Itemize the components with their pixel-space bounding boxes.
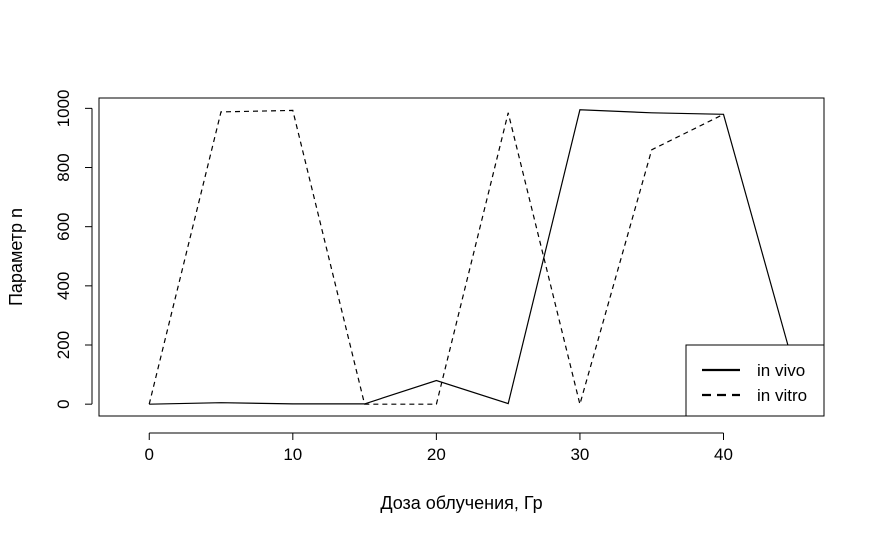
y-tick-label: 400 bbox=[54, 272, 73, 300]
legend: in vivo in vitro bbox=[685, 344, 825, 417]
x-tick-label: 40 bbox=[714, 445, 733, 464]
y-tick-label: 800 bbox=[54, 153, 73, 181]
y-tick-label: 1000 bbox=[54, 89, 73, 127]
legend-label-in-vitro: in vitro bbox=[757, 386, 807, 405]
x-tick-label: 0 bbox=[145, 445, 154, 464]
x-tick-label: 10 bbox=[283, 445, 302, 464]
y-axis-title: Параметр n bbox=[6, 208, 26, 306]
legend-label-in-vivo: in vivo bbox=[757, 361, 805, 380]
y-tick-label: 600 bbox=[54, 213, 73, 241]
x-tick-label: 20 bbox=[427, 445, 446, 464]
series-line-0 bbox=[149, 109, 796, 405]
y-axis: 0 200 400 600 800 1000 bbox=[54, 89, 93, 409]
x-axis-title: Доза облучения, Гр bbox=[380, 493, 542, 513]
y-tick-label: 0 bbox=[54, 399, 73, 408]
x-axis: 0 10 20 30 40 bbox=[145, 432, 733, 464]
series-line-1 bbox=[148, 109, 724, 407]
legend-box bbox=[685, 344, 825, 417]
x-tick-label: 30 bbox=[570, 445, 589, 464]
plot-frame bbox=[98, 97, 825, 417]
series-layer bbox=[148, 109, 796, 407]
y-tick-label: 200 bbox=[54, 331, 73, 359]
